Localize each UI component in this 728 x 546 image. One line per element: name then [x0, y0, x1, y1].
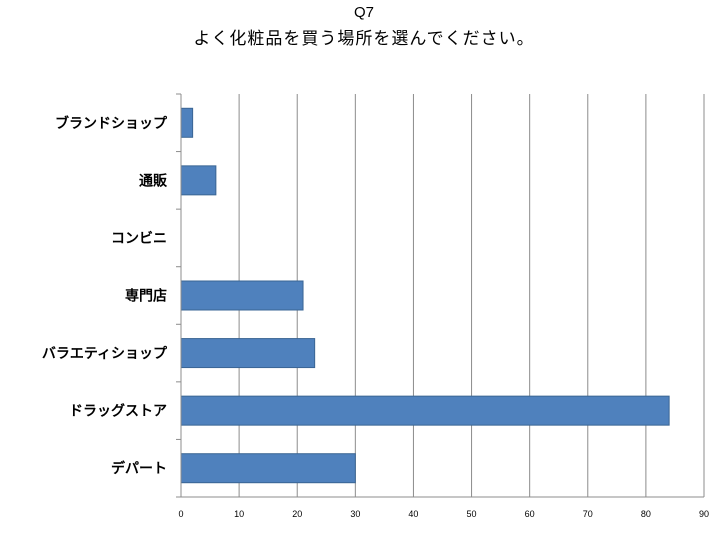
axis-layer: [176, 93, 704, 498]
category-label: コンビニ: [111, 231, 167, 247]
bar: [180, 107, 194, 138]
x-tick-label: 40: [408, 509, 418, 519]
category-label: ブランドショップ: [55, 115, 168, 132]
category-label: バラエティショップ: [42, 346, 168, 362]
bar: [180, 453, 356, 484]
x-tick-label: 20: [292, 509, 302, 519]
chart-subtitle: よく化粧品を買う場所を選んでください。: [193, 29, 535, 49]
category-label: ドラッグストア: [69, 403, 167, 420]
x-tick-label: 70: [583, 509, 593, 519]
category-label: 専門店: [125, 288, 167, 305]
x-tick-label: 30: [350, 509, 360, 519]
x-tick-label: 90: [699, 509, 709, 519]
chart-title: Q7: [353, 4, 374, 21]
bar: [180, 338, 316, 369]
x-tick-label: 60: [525, 509, 535, 519]
x-tick-label: 80: [641, 509, 651, 519]
category-label: 通販: [139, 172, 168, 189]
label-layer: 0 10 20 30 40 50 60 70 80 90 ブランドショップ通販コンビニ専門店バラエテ…: [42, 115, 709, 519]
category-label: デパート: [111, 460, 167, 477]
bar-layer: [180, 107, 670, 484]
bar: [180, 280, 304, 311]
grid-layer: [238, 94, 705, 497]
bar: [180, 165, 217, 196]
x-tick-label: 0: [178, 509, 183, 519]
bar: [180, 395, 670, 426]
x-tick-label: 50: [467, 509, 477, 519]
x-tick-label: 10: [234, 509, 244, 519]
